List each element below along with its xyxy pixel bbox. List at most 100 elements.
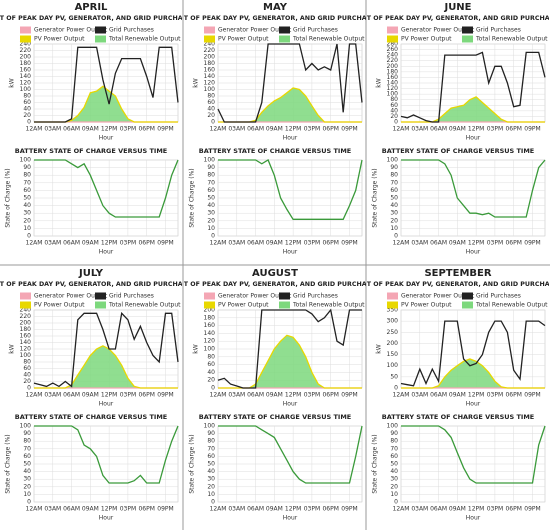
legend-swatch — [204, 301, 215, 309]
legend-label: Total Renewable Output — [108, 302, 181, 309]
month-panel: SEPTEMBER PLOT OF PEAK DAY PV, GENERATOR,… — [367, 268, 549, 522]
legend-swatch — [279, 35, 290, 43]
y-axis-label: kW — [376, 344, 383, 353]
x-tick-label: 06AM — [63, 240, 80, 247]
x-tick-label: 09PM — [341, 506, 357, 513]
x-tick-label: 06AM — [247, 240, 264, 247]
x-tick-label: 12PM — [468, 392, 484, 399]
x-tick-label: 12PM — [468, 126, 484, 133]
y-axis-label: State of Charge (%) — [372, 434, 379, 493]
y-axis-label: kW — [193, 78, 200, 87]
y-tick-label: 240 — [204, 41, 216, 48]
y-tick-label: 160 — [387, 74, 399, 81]
y-tick-label: 80 — [390, 438, 398, 445]
legend-label: PV Power Output — [401, 36, 452, 43]
legend-label: Total Renewable Output — [475, 302, 548, 309]
y-tick-label: 10 — [23, 225, 31, 232]
y-tick-label: 20 — [207, 217, 215, 224]
legend-swatch — [95, 26, 106, 34]
x-tick-label: 03PM — [304, 506, 320, 513]
x-tick-label: 09AM — [82, 126, 99, 133]
y-tick-label: 40 — [23, 468, 31, 475]
x-axis-label: Hour — [99, 135, 114, 142]
y-tick-label: 40 — [390, 468, 398, 475]
y-tick-label: 20 — [207, 112, 215, 119]
x-tick-label: 12PM — [101, 392, 117, 399]
y-tick-label: 90 — [207, 430, 215, 437]
x-tick-label: 09AM — [449, 240, 466, 247]
legend-label: PV Power Output — [218, 302, 269, 309]
y-tick-label: 100 — [387, 423, 399, 430]
y-tick-label: 20 — [23, 378, 31, 385]
legend-label: Generator Power Output — [218, 293, 292, 300]
x-tick-label: 03PM — [304, 126, 320, 133]
data-line — [217, 43, 363, 123]
legend-label: Grid Purchases — [293, 27, 338, 34]
y-axis-label: State of Charge (%) — [5, 434, 12, 493]
x-tick-label: 12PM — [101, 126, 117, 133]
y-tick-label: 20 — [207, 483, 215, 490]
legend-label: Total Renewable Output — [292, 302, 365, 309]
y-tick-label: 40 — [23, 372, 31, 379]
y-tick-label: 180 — [204, 60, 216, 67]
y-tick-label: 40 — [207, 106, 215, 113]
x-tick-label: 09AM — [266, 240, 283, 247]
y-tick-label: 120 — [20, 346, 32, 353]
y-axis-label: State of Charge (%) — [372, 168, 379, 227]
y-tick-label: 80 — [23, 359, 31, 366]
x-axis-label: Hour — [283, 135, 298, 142]
y-tick-label: 60 — [207, 187, 215, 194]
y-tick-label: 100 — [20, 86, 32, 93]
chart-subtitle: PLOT OF PEAK DAY PV, GENERATOR, AND GRID… — [170, 281, 380, 288]
x-tick-label: 06AM — [247, 392, 264, 399]
data-line — [401, 425, 546, 484]
y-tick-label: 0 — [211, 119, 215, 126]
y-tick-label: 0 — [211, 233, 215, 240]
x-tick-label: 03PM — [487, 392, 503, 399]
y-tick-label: 90 — [23, 430, 31, 437]
data-line — [401, 96, 545, 123]
y-tick-label: 150 — [387, 351, 399, 358]
chart-title: BATTERY STATE OF CHARGE VERSUS TIME — [382, 413, 534, 421]
y-tick-label: 160 — [204, 67, 216, 74]
y-tick-label: 20 — [23, 112, 31, 119]
month-panel: AUGUST PLOT OF PEAK DAY PV, GENERATOR, AN… — [170, 268, 380, 522]
x-tick-label: 06PM — [322, 240, 338, 247]
y-tick-label: 200 — [20, 54, 32, 61]
x-tick-label: 03AM — [411, 240, 428, 247]
x-tick-label: 12PM — [285, 392, 301, 399]
x-tick-label: 06AM — [63, 126, 80, 133]
y-tick-label: 180 — [204, 314, 216, 321]
y-tick-label: 60 — [390, 187, 398, 194]
y-tick-label: 40 — [207, 369, 215, 376]
y-tick-label: 50 — [390, 461, 398, 468]
x-tick-label: 06PM — [505, 506, 521, 513]
legend-swatch — [95, 35, 106, 43]
y-tick-label: 70 — [207, 179, 215, 186]
y-tick-label: 100 — [387, 157, 399, 164]
chart-subtitle: PLOT OF PEAK DAY PV, GENERATOR, AND GRID… — [170, 15, 380, 22]
x-tick-label: 03PM — [120, 126, 136, 133]
legend-label: Grid Purchases — [293, 293, 338, 300]
x-tick-label: 12AM — [210, 126, 227, 133]
month-title: AUGUST — [252, 268, 298, 279]
y-tick-label: 50 — [390, 195, 398, 202]
x-tick-label: 06PM — [138, 506, 154, 513]
y-tick-label: 20 — [390, 113, 398, 120]
chart-title: BATTERY STATE OF CHARGE VERSUS TIME — [382, 147, 534, 155]
y-tick-label: 140 — [20, 339, 32, 346]
month-panel: MAY PLOT OF PEAK DAY PV, GENERATOR, AND G… — [170, 2, 380, 256]
x-tick-label: 09PM — [524, 240, 540, 247]
legend-swatch — [95, 301, 106, 309]
x-axis-label: Hour — [283, 249, 298, 256]
legend-label: Grid Purchases — [109, 293, 154, 300]
x-tick-label: 03AM — [411, 126, 428, 133]
y-tick-label: 90 — [390, 430, 398, 437]
y-tick-label: 50 — [23, 195, 31, 202]
x-tick-label: 12AM — [210, 240, 227, 247]
y-tick-label: 10 — [207, 491, 215, 498]
y-tick-label: 100 — [204, 346, 216, 353]
x-tick-label: 12AM — [26, 240, 43, 247]
x-tick-label: 06AM — [63, 392, 80, 399]
y-tick-label: 40 — [23, 202, 31, 209]
